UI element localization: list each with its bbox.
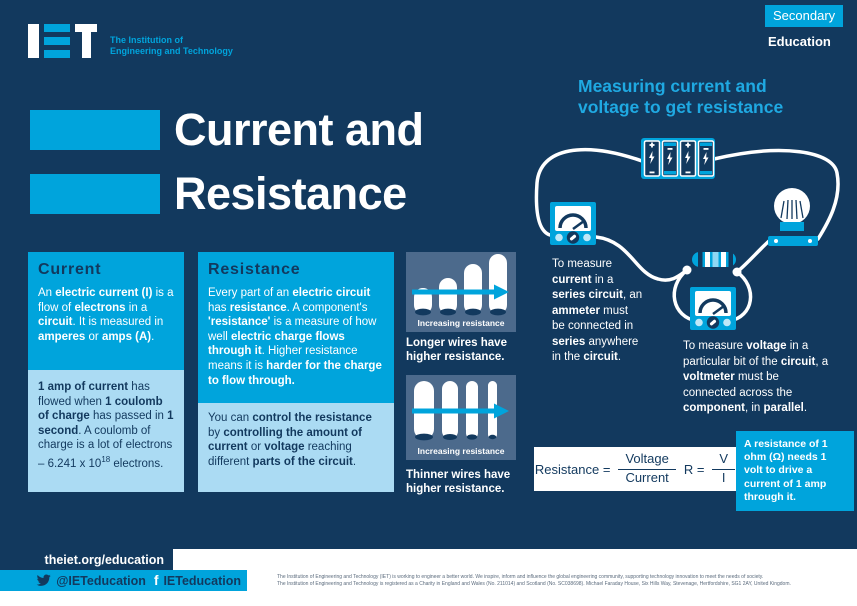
- tagline-line2: Engineering and Technology: [110, 45, 233, 56]
- longer-wires-label: Longer wires have higher resistance.: [406, 337, 507, 363]
- twitter-handle-link[interactable]: @IETeducation: [56, 573, 146, 588]
- tagline-line1: The Institution of: [110, 35, 183, 45]
- ammeter-icon: [548, 200, 598, 247]
- wire-cylinders-increasing-length: [414, 254, 507, 316]
- iet-logo: The Institution of Engineering and Techn…: [28, 24, 233, 58]
- bulb-icon: [768, 188, 818, 246]
- title-line1: Current and: [174, 104, 424, 155]
- legal-text: The Institution of Engineering and Techn…: [277, 574, 855, 588]
- formula-lhs-symbolic: R =: [683, 461, 705, 477]
- measuring-section-heading: Measuring current and voltage to get res…: [578, 76, 828, 118]
- legal-line2: The Institution of Engineering and Techn…: [277, 581, 791, 587]
- title-accent-bar: [30, 110, 160, 150]
- panel-resistance: Resistance Every part of an electric cir…: [198, 252, 394, 492]
- audience-badge: Secondary Education: [765, 5, 844, 49]
- thinner-wires-label: Thinner wires have higher resistance.: [406, 469, 511, 495]
- ohm-definition-note: A resistance of 1 ohm (Ω) needs 1 volt t…: [736, 431, 854, 511]
- wirebox1-caption: Increasing resistance: [418, 318, 505, 328]
- panel-resistance-body: Every part of an electric circuit has re…: [208, 287, 382, 387]
- panel-current-heading: Current: [38, 261, 102, 278]
- resistance-formula: Resistance = Voltage Current R = V I: [534, 447, 736, 491]
- formula-lhs: Resistance =: [534, 461, 611, 477]
- voltmeter-explanation: To measure voltage in a particular bit o…: [683, 340, 829, 414]
- iet-logo-letter-e: [44, 24, 70, 58]
- panel-resistance-note: You can control the resistance by contro…: [208, 412, 372, 468]
- voltmeter-icon: [688, 285, 738, 332]
- title-accent-bar: [30, 174, 160, 214]
- battery-pack-icon: [641, 138, 715, 179]
- measuring-heading-line2: voltage to get resistance: [578, 97, 784, 117]
- badge-secondary: Secondary: [765, 5, 844, 27]
- iet-logo-letter-i: [28, 24, 39, 58]
- circuit-diagram: [534, 138, 840, 332]
- thinner-wires-illustration: Increasing resistance: [406, 375, 516, 460]
- formula-fraction-voltage-current: Voltage Current: [618, 451, 676, 486]
- facebook-handle-link[interactable]: IETeducation: [163, 573, 241, 588]
- footer-url-tab: theiet.org/education: [0, 549, 173, 570]
- legal-line1: The Institution of Engineering and Techn…: [277, 574, 764, 580]
- measuring-heading-line1: Measuring current and: [578, 76, 767, 96]
- title-line2: Resistance: [174, 168, 407, 219]
- longer-wires-illustration: Increasing resistance: [406, 252, 516, 332]
- panel-current-note: 1 amp of current has flowed when 1 coulo…: [38, 381, 174, 470]
- facebook-icon: f: [153, 573, 159, 588]
- formula-fraction-v-i: V I: [712, 451, 736, 486]
- circuit-wires: [534, 148, 840, 323]
- badge-education: Education: [768, 34, 831, 49]
- page-title: Current and Resistance: [30, 104, 424, 219]
- panel-current: Current An electric current (I) is a flo…: [28, 252, 184, 492]
- iet-logo-letter-t: [75, 24, 97, 58]
- panel-resistance-heading: Resistance: [208, 261, 301, 278]
- resistor-icon: [682, 252, 742, 277]
- footer-social-bar: @IETeducation f IETeducation: [0, 570, 247, 591]
- ammeter-explanation: To measure current in a series circuit, …: [552, 258, 643, 363]
- panel-current-body: An electric current (I) is a flow of ele…: [38, 287, 174, 343]
- iet-tagline: The Institution of Engineering and Techn…: [110, 35, 233, 56]
- increasing-resistance-arrow-icon: [412, 403, 509, 419]
- wirebox2-caption: Increasing resistance: [418, 446, 505, 456]
- education-url-link[interactable]: theiet.org/education: [44, 552, 164, 567]
- twitter-icon: [36, 574, 51, 586]
- increasing-resistance-arrow-icon: [412, 284, 509, 300]
